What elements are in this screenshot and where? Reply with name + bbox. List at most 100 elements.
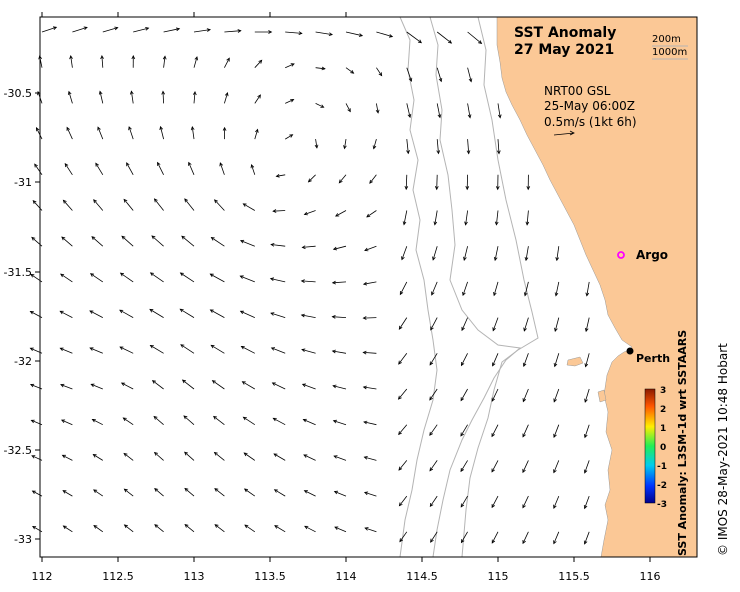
current-arrow-head bbox=[369, 179, 373, 184]
current-arrow bbox=[461, 353, 468, 366]
current-arrow-head bbox=[460, 539, 465, 544]
current-arrow bbox=[224, 58, 230, 68]
current-arrow-head bbox=[364, 527, 369, 531]
current-arrow-head bbox=[269, 277, 275, 282]
current-arrow-head bbox=[91, 236, 96, 240]
current-arrow-head bbox=[30, 273, 35, 278]
current-arrow bbox=[61, 419, 73, 426]
current-arrow-head bbox=[554, 327, 558, 332]
current-arrow bbox=[492, 317, 499, 331]
current-arrow-head bbox=[493, 292, 497, 297]
current-arrow-head bbox=[241, 381, 246, 385]
current-scale: 0.5m/s (1kt 6h) bbox=[544, 115, 637, 129]
current-arrow bbox=[133, 27, 149, 33]
colorbar-tick: 3 bbox=[660, 386, 666, 396]
current-arrow-head bbox=[206, 28, 212, 32]
current-arrow-head bbox=[429, 431, 433, 436]
current-arrow-head bbox=[272, 417, 277, 422]
current-arrow-head bbox=[522, 362, 527, 368]
current-arrow-head bbox=[239, 310, 244, 315]
current-arrow bbox=[363, 352, 377, 354]
current-arrow-head bbox=[320, 104, 325, 108]
current-arrow-head bbox=[407, 113, 412, 119]
current-arrow-head bbox=[29, 310, 34, 315]
current-arrow-head bbox=[553, 363, 558, 368]
current-arrow-head bbox=[362, 350, 367, 355]
current-arrow bbox=[436, 31, 452, 44]
current-arrow bbox=[41, 26, 57, 33]
current-arrow bbox=[210, 273, 225, 283]
current-arrow bbox=[224, 30, 241, 33]
current-arrow bbox=[344, 139, 347, 149]
current-arrow bbox=[93, 454, 104, 461]
current-arrow bbox=[121, 382, 134, 390]
y-tick-label: -32.5 bbox=[4, 444, 32, 457]
current-arrow-head bbox=[83, 26, 88, 30]
current-arrow bbox=[163, 56, 166, 68]
current-arrow-head bbox=[271, 382, 276, 386]
current-arrow bbox=[492, 353, 499, 366]
current-arrow-head bbox=[243, 452, 248, 457]
current-arrow bbox=[119, 309, 134, 318]
current-arrow-head bbox=[239, 239, 245, 244]
current-arrow bbox=[66, 127, 73, 140]
current-arrow bbox=[491, 531, 499, 544]
current-arrow-head bbox=[31, 490, 36, 495]
current-arrow bbox=[32, 200, 43, 211]
current-arrow bbox=[399, 531, 408, 542]
current-arrow-head bbox=[243, 488, 249, 493]
current-arrow-head bbox=[119, 272, 124, 277]
current-arrow-head bbox=[468, 78, 473, 83]
current-arrow-head bbox=[290, 99, 295, 103]
current-arrow bbox=[210, 309, 225, 318]
current-arrow-head bbox=[495, 186, 500, 191]
current-arrow-head bbox=[93, 199, 97, 204]
current-arrow bbox=[285, 63, 295, 69]
current-arrow-head bbox=[153, 415, 158, 420]
current-arrow-head bbox=[497, 114, 502, 119]
current-arrow-head bbox=[398, 466, 403, 471]
current-arrow bbox=[429, 353, 438, 366]
current-arrow bbox=[553, 531, 560, 544]
current-arrow-head bbox=[270, 312, 275, 316]
current-arrow bbox=[301, 349, 316, 354]
rottnest-island bbox=[597, 389, 607, 403]
current-arrow-head bbox=[242, 203, 247, 207]
current-source: NRT00 GSL bbox=[544, 84, 611, 98]
current-arrow-head bbox=[64, 162, 69, 168]
current-arrow bbox=[180, 344, 195, 354]
current-arrow bbox=[522, 495, 529, 508]
current-arrow bbox=[254, 60, 262, 68]
current-arrow-head bbox=[448, 39, 453, 44]
current-arrow bbox=[151, 235, 164, 247]
current-arrow bbox=[497, 139, 500, 154]
current-arrow bbox=[153, 416, 164, 426]
argo-marker bbox=[617, 251, 625, 259]
current-arrow-head bbox=[95, 162, 99, 167]
plot-frame bbox=[39, 16, 698, 558]
current-arrow bbox=[335, 210, 347, 217]
current-arrow-head bbox=[553, 433, 557, 439]
current-arrow bbox=[243, 452, 256, 461]
isobath-200m bbox=[399, 17, 438, 557]
current-arrow bbox=[128, 126, 134, 140]
current-arrow-head bbox=[401, 256, 405, 261]
current-arrow bbox=[60, 384, 73, 390]
current-arrow bbox=[126, 162, 134, 175]
current-arrow bbox=[363, 386, 377, 390]
current-arrow-head bbox=[388, 34, 394, 38]
current-arrow-head bbox=[333, 455, 338, 459]
current-arrow bbox=[301, 280, 316, 283]
current-arrow-head bbox=[91, 418, 96, 423]
current-arrow-head bbox=[214, 524, 219, 528]
current-arrow-head bbox=[210, 237, 215, 241]
scale-arrow bbox=[553, 130, 575, 136]
current-arrow-head bbox=[29, 347, 34, 352]
current-arrow-head bbox=[372, 145, 377, 150]
current-arrow-head bbox=[301, 383, 307, 388]
current-arrow bbox=[334, 491, 347, 497]
current-arrow bbox=[124, 524, 134, 533]
current-arrow bbox=[497, 103, 501, 118]
current-arrow-head bbox=[417, 39, 423, 44]
